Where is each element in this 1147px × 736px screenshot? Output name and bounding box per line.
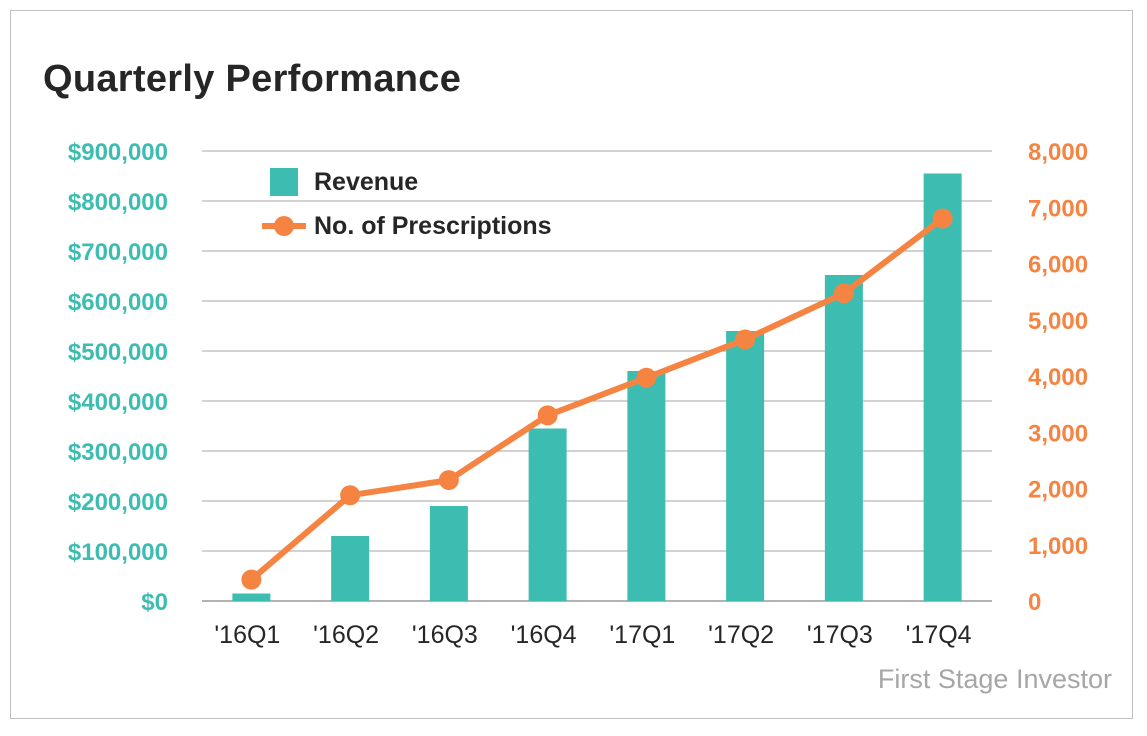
- right-tick-label: 3,000: [1028, 420, 1088, 447]
- left-tick-label: $800,000: [68, 189, 168, 216]
- prescriptions-point: [833, 283, 854, 304]
- x-tick-label: '16Q2: [313, 621, 379, 649]
- left-tick-label: $100,000: [68, 539, 168, 566]
- left-tick-label: $200,000: [68, 489, 168, 516]
- prescriptions-point: [438, 470, 459, 491]
- right-axis: 0 1,000 2,000 3,000 4,000 5,000 6,000 7,000 8,00…: [1028, 139, 1088, 616]
- left-axis: $0 $100,000 $200,000 $300,000 $400,000 $500,0…: [68, 139, 168, 616]
- left-tick-label: $0: [141, 589, 168, 616]
- prescriptions-point: [340, 485, 361, 506]
- x-tick-label: '17Q3: [807, 621, 873, 649]
- x-tick-label: '16Q4: [511, 621, 577, 649]
- revenue-bar: [726, 331, 765, 601]
- left-tick-label: $300,000: [68, 439, 168, 466]
- x-tick-label: '16Q3: [412, 621, 478, 649]
- x-tick-label: '17Q1: [609, 621, 675, 649]
- revenue-bar: [627, 371, 666, 601]
- right-tick-label: 4,000: [1028, 364, 1088, 391]
- legend-swatch-revenue: [270, 168, 298, 196]
- right-tick-label: 6,000: [1028, 252, 1088, 279]
- x-axis: '16Q1 '16Q2 '16Q3 '16Q4 '17Q1 '17Q2 '17Q3 '17Q4: [214, 621, 971, 649]
- prescriptions-series-line: [249, 216, 945, 582]
- prescriptions-point: [932, 208, 953, 229]
- right-tick-label: 5,000: [1028, 308, 1088, 335]
- revenue-bar: [331, 536, 370, 601]
- left-tick-label: $700,000: [68, 239, 168, 266]
- legend-marker-prescriptions: [274, 216, 294, 236]
- prescriptions-point: [636, 367, 657, 388]
- left-tick-label: $400,000: [68, 389, 168, 416]
- revenue-bar: [429, 506, 468, 601]
- x-tick-label: '17Q4: [906, 621, 972, 649]
- legend: Revenue No. of Prescriptions: [262, 168, 552, 240]
- x-tick-label: '17Q2: [708, 621, 774, 649]
- right-tick-label: 8,000: [1028, 139, 1088, 166]
- source-credit: First Stage Investor: [877, 664, 1112, 694]
- right-tick-label: 0: [1028, 589, 1041, 616]
- legend-label-prescriptions: No. of Prescriptions: [314, 212, 552, 240]
- right-tick-label: 7,000: [1028, 195, 1088, 222]
- revenue-bar: [824, 275, 863, 601]
- prescriptions-point: [241, 569, 262, 590]
- revenue-bar: [923, 173, 962, 601]
- revenue-bars: [232, 173, 962, 601]
- prescriptions-line: [241, 208, 953, 590]
- right-tick-label: 2,000: [1028, 477, 1088, 504]
- left-tick-label: $900,000: [68, 139, 168, 166]
- x-tick-label: '16Q1: [214, 621, 280, 649]
- legend-label-revenue: Revenue: [314, 168, 418, 196]
- right-tick-label: 1,000: [1028, 533, 1088, 560]
- left-tick-label: $500,000: [68, 339, 168, 366]
- left-tick-label: $600,000: [68, 289, 168, 316]
- prescriptions-point: [735, 329, 756, 350]
- prescriptions-point: [537, 405, 558, 426]
- revenue-bar: [232, 593, 271, 601]
- revenue-bar: [528, 428, 567, 601]
- chart-title: Quarterly Performance: [43, 58, 462, 100]
